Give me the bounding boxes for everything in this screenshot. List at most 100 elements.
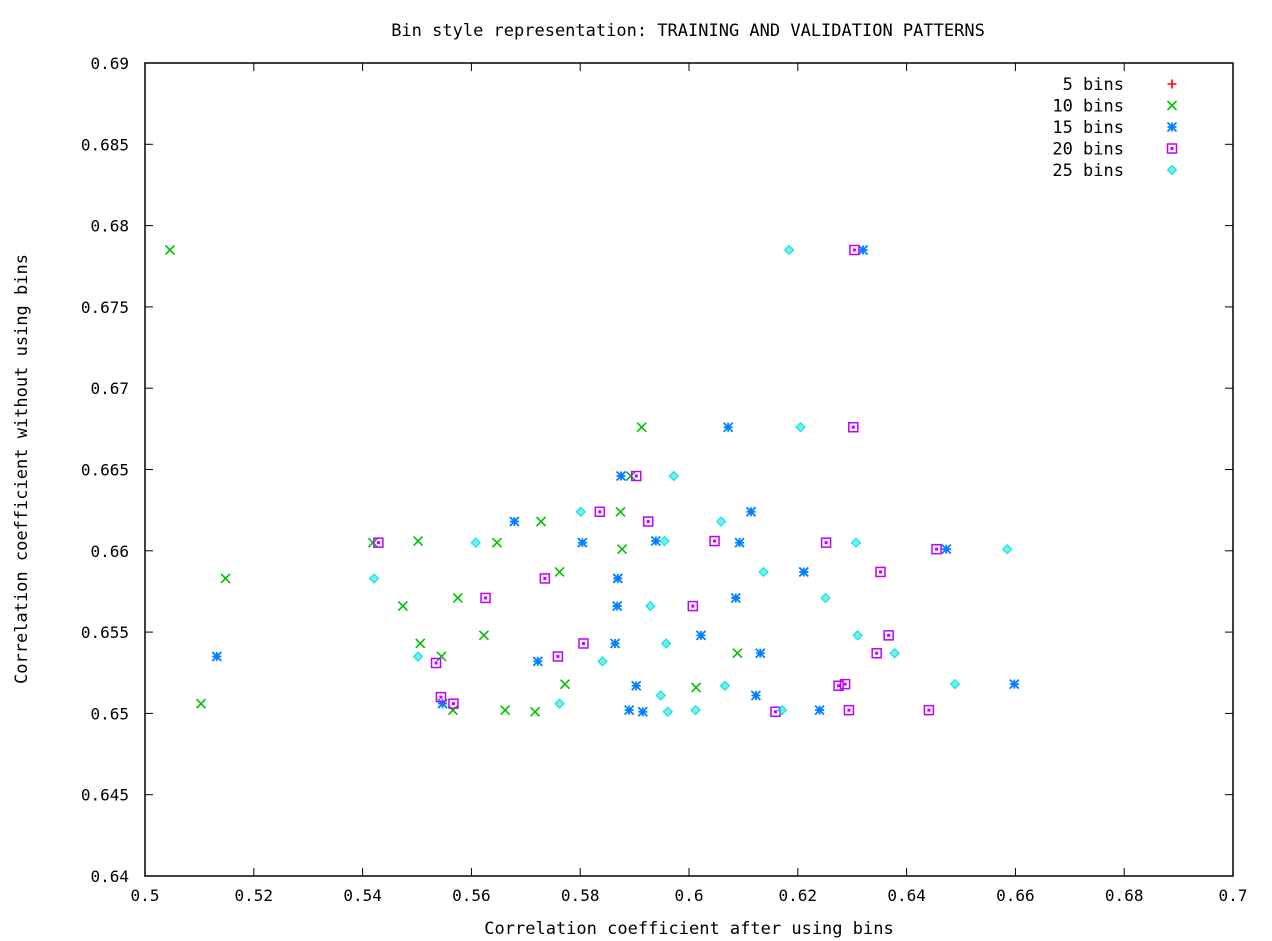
data-point bbox=[597, 656, 608, 667]
data-point bbox=[715, 516, 727, 527]
axis-ticks: 0.5 0.52 0.54 0.56 0.58 0.6 0.62 0.64 0.66 0.68 0.… bbox=[81, 54, 1248, 905]
data-point bbox=[750, 690, 762, 701]
data-point bbox=[554, 566, 565, 578]
data-point bbox=[783, 244, 795, 256]
data-point bbox=[575, 506, 586, 517]
y-tick-label: 0.69 bbox=[90, 54, 129, 73]
data-point bbox=[478, 630, 489, 641]
x-axis-label: Correlation coefficient after using bins bbox=[484, 919, 893, 939]
data-point bbox=[430, 657, 442, 669]
x-tick-label: 0.58 bbox=[561, 886, 600, 905]
y-tick-label: 0.64 bbox=[90, 867, 129, 886]
data-point bbox=[719, 680, 731, 691]
data-point bbox=[373, 537, 384, 548]
data-point bbox=[500, 705, 511, 716]
data-point bbox=[883, 630, 894, 641]
data-point bbox=[871, 647, 882, 659]
data-point bbox=[1009, 678, 1020, 690]
data-point bbox=[630, 470, 642, 482]
x-tick-label: 0.5 bbox=[131, 886, 160, 905]
data-point bbox=[732, 648, 743, 659]
data-point bbox=[755, 648, 766, 659]
data-point bbox=[435, 691, 447, 703]
data-point bbox=[412, 651, 424, 662]
legend-entry-label: 15 bins bbox=[1052, 118, 1124, 138]
data-point bbox=[636, 422, 647, 433]
x-tick-label: 0.66 bbox=[996, 886, 1035, 905]
data-point bbox=[480, 592, 491, 604]
data-point bbox=[612, 573, 623, 584]
data-point bbox=[709, 535, 720, 547]
data-point bbox=[539, 573, 551, 584]
data-point bbox=[941, 544, 952, 555]
data-point bbox=[857, 244, 869, 256]
data-point bbox=[660, 638, 672, 649]
plot-frame bbox=[144, 62, 1234, 877]
y-tick-label: 0.645 bbox=[81, 786, 129, 805]
data-point bbox=[617, 544, 628, 555]
x-tick-label: 0.62 bbox=[779, 886, 818, 905]
data-point bbox=[415, 638, 426, 649]
data-point bbox=[625, 470, 636, 482]
data-point bbox=[820, 537, 832, 548]
data-point bbox=[578, 638, 589, 649]
data-point bbox=[612, 600, 623, 612]
data-point bbox=[532, 656, 543, 667]
data-point bbox=[745, 506, 757, 517]
y-tick-label: 0.66 bbox=[90, 542, 129, 561]
data-point bbox=[723, 422, 734, 433]
data-point bbox=[367, 537, 379, 548]
data-point bbox=[509, 516, 520, 527]
data-point bbox=[931, 543, 942, 555]
data-point bbox=[436, 651, 447, 662]
y-tick-label: 0.67 bbox=[90, 379, 129, 398]
data-point bbox=[413, 535, 424, 547]
x-tick-label: 0.64 bbox=[887, 886, 926, 905]
data-point bbox=[889, 648, 900, 659]
y-tick-label: 0.665 bbox=[81, 461, 129, 480]
x-tick-label: 0.54 bbox=[343, 886, 382, 905]
legend-marker bbox=[1167, 79, 1177, 89]
data-point bbox=[758, 566, 769, 578]
data-point bbox=[691, 682, 702, 693]
data-point bbox=[668, 470, 679, 482]
x-tick-label: 0.6 bbox=[675, 886, 704, 905]
data-point bbox=[776, 704, 788, 716]
data-point bbox=[195, 698, 207, 709]
data-point bbox=[687, 600, 699, 612]
x-tick-label: 0.68 bbox=[1105, 886, 1144, 905]
data-point bbox=[609, 638, 621, 649]
data-point bbox=[833, 680, 844, 692]
data-point bbox=[615, 506, 626, 517]
data-point bbox=[164, 244, 176, 256]
legend-marker bbox=[1166, 100, 1178, 111]
data-point bbox=[798, 566, 809, 578]
data-point bbox=[645, 600, 656, 612]
legend-entry-label: 5 bins bbox=[1063, 75, 1124, 95]
data-point bbox=[529, 706, 541, 717]
data-point bbox=[470, 537, 481, 548]
data-point bbox=[659, 535, 670, 547]
data-point bbox=[615, 470, 627, 482]
data-point bbox=[637, 706, 648, 717]
data-point bbox=[662, 706, 673, 717]
chart-title: Bin style representation: TRAINING AND V… bbox=[391, 21, 985, 41]
y-tick-label: 0.68 bbox=[90, 217, 129, 236]
data-point bbox=[814, 705, 825, 716]
data-point bbox=[594, 506, 606, 518]
data-point bbox=[843, 704, 855, 716]
data-point bbox=[552, 651, 564, 662]
data-point bbox=[848, 421, 859, 433]
y-tick-label: 0.675 bbox=[81, 298, 129, 317]
data-point bbox=[624, 705, 635, 716]
data-points bbox=[164, 244, 1020, 718]
data-point bbox=[655, 690, 666, 701]
data-point bbox=[368, 573, 380, 584]
data-point bbox=[554, 698, 565, 709]
data-point bbox=[949, 678, 961, 690]
y-tick-label: 0.685 bbox=[81, 135, 129, 154]
legend-entry-label: 10 bins bbox=[1052, 97, 1124, 117]
data-point bbox=[452, 592, 463, 604]
